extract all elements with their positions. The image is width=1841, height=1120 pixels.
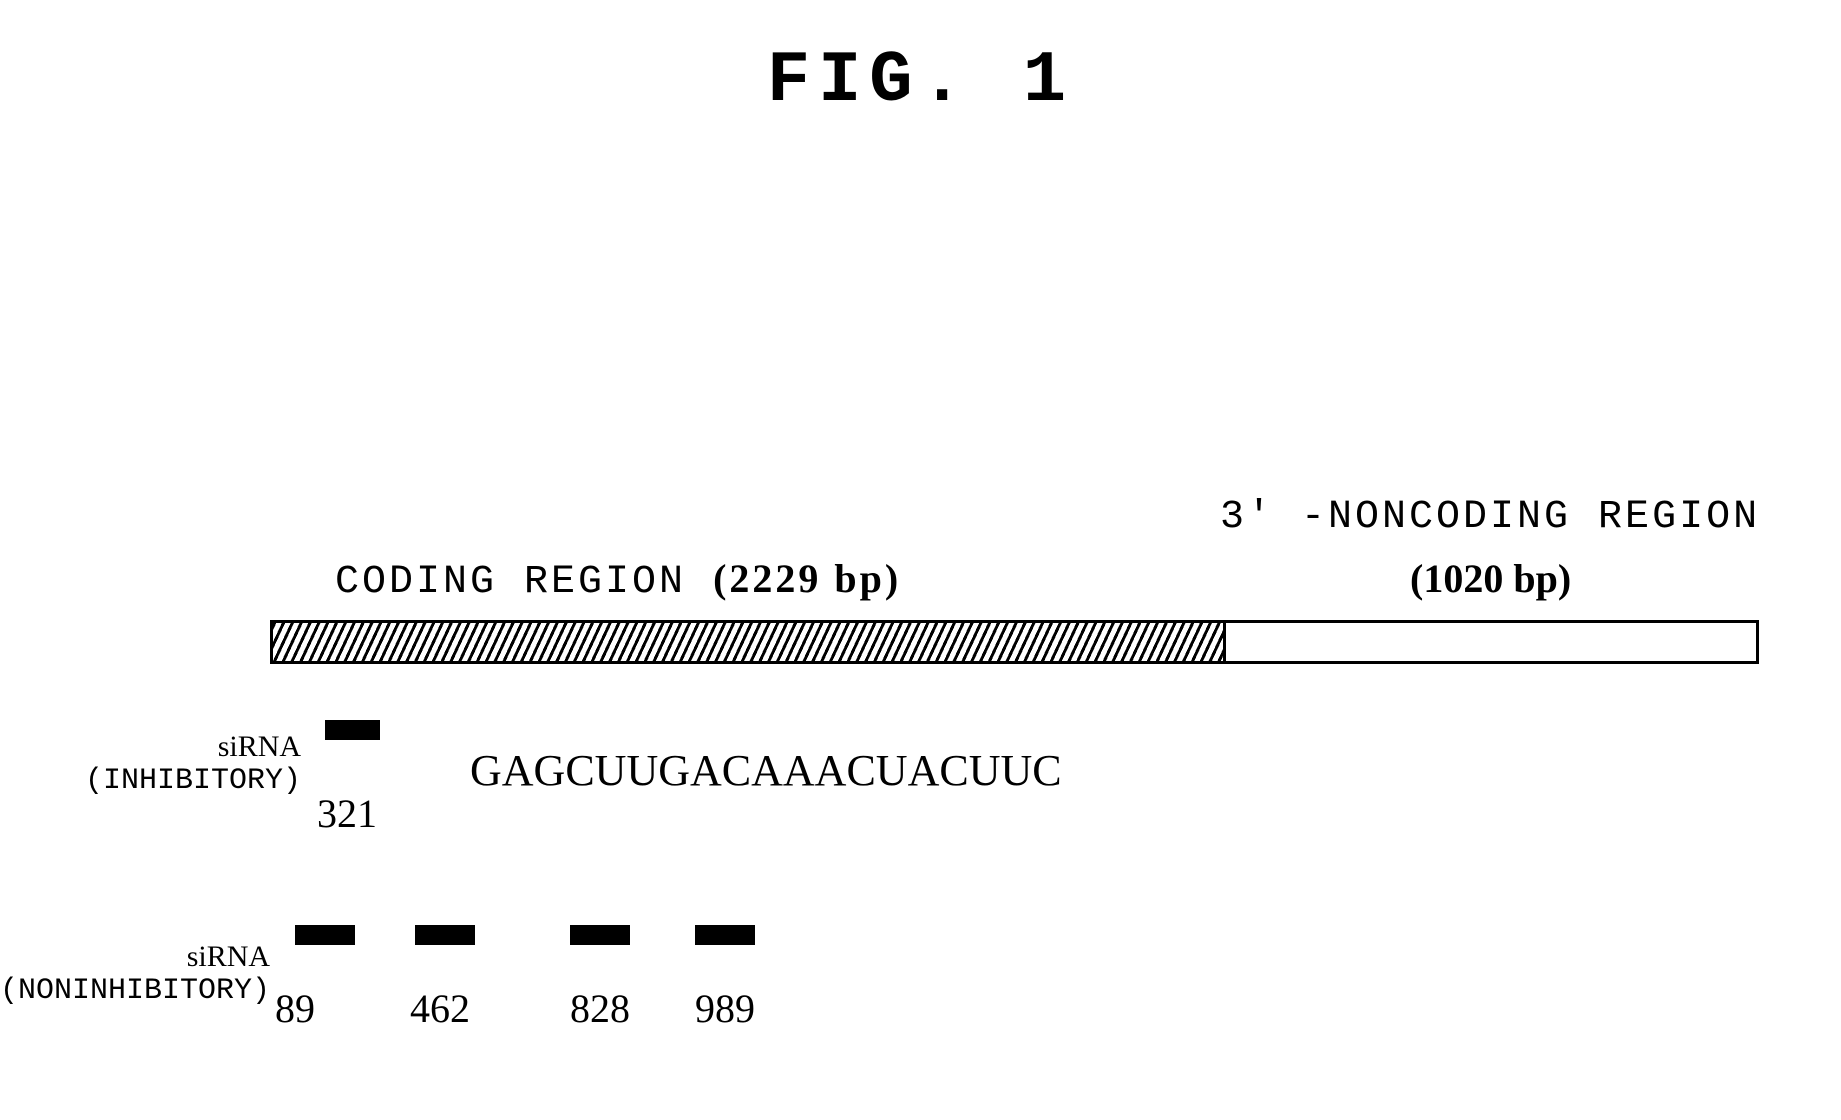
sirna-noninhibitory-line2: (NONINHIBITORY) (0, 974, 270, 1008)
sirna-noninhibitory-line1: siRNA (0, 940, 270, 974)
sirna-noninhibitory-label: siRNA (NONINHIBITORY) (0, 940, 270, 1008)
sirna-inhibitory-line1: siRNA (85, 730, 301, 764)
coding-bp-text: (2229 bp) (713, 556, 901, 601)
figure-title: FIG. 1 (767, 40, 1074, 122)
noncoding-region-label: 3' -NONCODING REGION (1220, 495, 1760, 540)
sirna-inhibitory-position: 321 (317, 790, 377, 837)
sirna-noninhibitory-position: 828 (570, 985, 630, 1032)
sirna-sequence: GAGCUUGACAAACUACUUC (470, 745, 1062, 796)
sirna-noninhibitory-marker (295, 925, 355, 945)
sirna-inhibitory-label: siRNA (INHIBITORY) (85, 730, 301, 798)
noncoding-bp-text: (1020 bp) (1410, 555, 1571, 602)
sirna-noninhibitory-position: 89 (275, 985, 315, 1032)
sirna-noninhibitory-marker (415, 925, 475, 945)
sirna-noninhibitory-position: 989 (695, 985, 755, 1032)
coding-label-text: CODING REGION (335, 560, 686, 605)
sirna-inhibitory-marker (325, 720, 380, 740)
noncoding-region-box (1226, 620, 1759, 664)
gene-bar (270, 620, 1759, 664)
coding-region-box (270, 620, 1226, 664)
sirna-inhibitory-line2: (INHIBITORY) (85, 764, 301, 798)
coding-region-label: CODING REGION (2229 bp) (335, 555, 901, 605)
sirna-noninhibitory-marker (570, 925, 630, 945)
sirna-noninhibitory-marker (695, 925, 755, 945)
sirna-noninhibitory-position: 462 (410, 985, 470, 1032)
